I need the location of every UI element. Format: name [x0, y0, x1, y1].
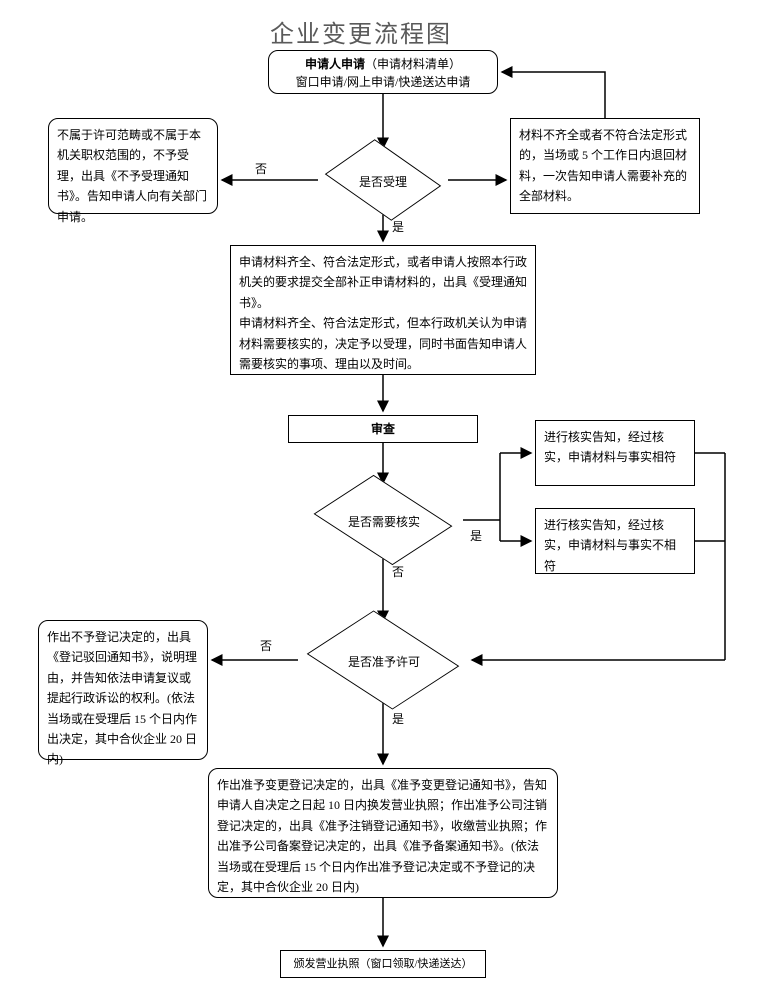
decision-permit-label: 是否准予许可	[343, 653, 425, 670]
label-no-3: 否	[260, 637, 272, 654]
start-line2: 窗口申请/网上申请/快递送达申请	[296, 75, 471, 89]
node-verify-match: 进行核实告知，经过核实，申请材料与事实相符	[535, 420, 695, 486]
label-no-1: 否	[255, 160, 267, 177]
decision-verify-label: 是否需要核实	[345, 513, 423, 530]
start-label-rest: （申请材料清单）	[365, 57, 461, 71]
page-title: 企业变更流程图	[270, 14, 452, 49]
node-start: 申请人申请（申请材料清单） 窗口申请/网上申请/快递送达申请	[268, 50, 498, 94]
flowchart-canvas: 企业变更流程图	[0, 0, 777, 1007]
node-incomplete: 材料不齐全或者不符合法定形式的，当场或 5 个工作日内退回材料，一次告知申请人需…	[510, 118, 700, 214]
label-yes-1: 是	[392, 218, 404, 235]
node-reject: 不属于许可范畴或不属于本机关职权范围的，不予受理，出具《不予受理通知书》。告知申…	[48, 118, 218, 214]
label-yes-3: 是	[392, 710, 404, 727]
node-verify-nomatch: 进行核实告知，经过核实，申请材料与事实不相符	[535, 508, 695, 574]
label-yes-2: 是	[470, 527, 482, 544]
decision-accept-label: 是否受理	[358, 173, 408, 190]
node-approve: 作出准予变更登记决定的，出具《准予变更登记通知书》，告知申请人自决定之日起 10…	[208, 768, 558, 898]
node-accept: 申请材料齐全、符合法定形式，或者申请人按照本行政机关的要求提交全部补正申请材料的…	[230, 245, 536, 375]
start-label-bold: 申请人申请	[305, 57, 365, 71]
node-deny: 作出不予登记决定的，出具《登记驳回通知书》，说明理由，并告知依法申请复议或提起行…	[38, 620, 208, 760]
node-review: 审查	[288, 415, 478, 443]
node-final: 颁发营业执照（窗口领取/快递送达）	[280, 950, 486, 978]
label-no-2: 否	[392, 563, 404, 580]
